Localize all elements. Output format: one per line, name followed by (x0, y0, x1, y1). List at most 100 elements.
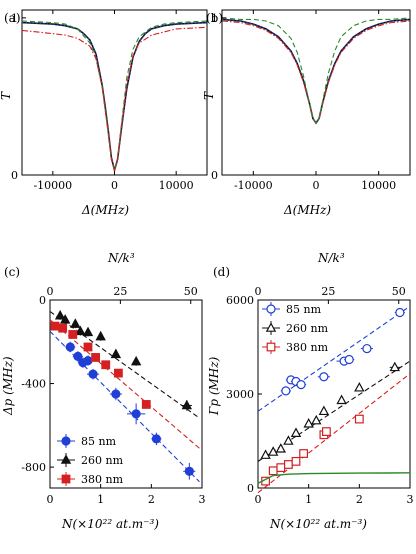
panel-d-ytick-label-0: 0 (247, 482, 254, 495)
panel-d-frame (257, 299, 411, 489)
panel-c-point-0-3 (83, 355, 93, 366)
panel-c-point-0-0 (65, 342, 75, 352)
panel-b-series-3 (221, 17, 411, 125)
panel-b-series-2 (221, 20, 411, 125)
panel-c-legend: 85 nm 260 nm 380 nm (57, 434, 124, 486)
panel-b-ylabel: T (202, 91, 216, 100)
panel-c-x2tick-label-2: 50 (184, 285, 198, 298)
panel-d-x2tick-label-0: 0 (255, 285, 262, 298)
panel-c-xlabel: N(×10²² at.m⁻³) (61, 517, 159, 531)
panel-c-point-0-6 (131, 409, 141, 419)
panel-d-x2label: N/k³ (317, 251, 345, 265)
panel-b-ytick-label-1: 1 (211, 12, 218, 25)
panel-b-xlabel: Δ(MHz) (283, 203, 331, 217)
panel-c: (c) N/k³ Δp (MHz) N(×10²² at.m⁻³) 0 1 2 3 0 2… (1, 251, 206, 531)
panel-d-point-2-4 (291, 456, 301, 466)
panel-d-point-0-6 (344, 354, 354, 365)
panel-c-legend-label-2: 380 nm (81, 473, 124, 486)
panel-c-point-0-1 (73, 351, 83, 361)
panel-c-point-1-1 (59, 314, 71, 324)
panel-c-x2tick-label-0: 0 (47, 285, 54, 298)
panel-c-plot (49, 309, 200, 483)
panel-c-x2label: N/k³ (107, 251, 135, 265)
panel-c-point-1-4 (82, 326, 94, 337)
panel-d-point-1-4 (290, 427, 302, 437)
panel-a-series-0 (21, 21, 208, 174)
panel-c-point-2-5 (101, 360, 111, 370)
panel-c-point-2-4 (91, 353, 101, 362)
panel-c-fit-1 (49, 311, 200, 419)
panel-c-ytick-label-2: -800 (21, 461, 46, 474)
panel-a-series-2 (21, 20, 208, 173)
panel-d-xtick-label-3: 3 (407, 493, 414, 506)
panel-c-x2tick-label-1: 25 (113, 285, 127, 298)
panel-a: (a) T Δ(MHz) -10000 0 10000 0 1 (0, 9, 208, 217)
panel-d-point-2-2 (276, 463, 286, 473)
panel-c-ytick-label-0: 0 (39, 294, 46, 307)
panel-d-point-0-3 (296, 380, 306, 390)
panel-a-xtick-label-1: 0 (111, 179, 118, 192)
panel-d-ytick-label-1: 3000 (226, 388, 254, 401)
panel-d-point-0-7 (362, 343, 372, 354)
panel-b-xtick-label-0: -10000 (234, 179, 273, 192)
panel-c-fit-0 (49, 330, 200, 483)
panel-d-ytick-label-2: 6000 (226, 294, 254, 307)
panel-d-legend-marker-2 (266, 342, 276, 352)
panel-c-label: (c) (4, 265, 20, 279)
panel-d-point-0-8 (395, 307, 405, 318)
panel-c-point-2-0 (50, 321, 60, 331)
panel-d-xtick-label-2: 2 (356, 493, 363, 506)
panel-d-point-1-9 (354, 381, 365, 392)
panel-d-legend-marker-1 (265, 322, 277, 332)
panel-c-ticks: 0 1 2 3 0 25 50 0 -400 -800 (21, 285, 205, 506)
panel-d-ticks: 0 1 2 3 0 25 50 0 3000 6000 (226, 285, 414, 506)
panel-b-series-1 (221, 18, 411, 125)
panel-c-xtick-label-0: 0 (47, 493, 54, 506)
panel-d-xlabel: N(×10²² at.m⁻³) (269, 517, 367, 531)
panel-d-point-2-7 (322, 427, 331, 436)
panel-d-xtick-label-1: 1 (305, 493, 312, 506)
panel-c-point-1-5 (95, 330, 106, 341)
panel-c-point-1-0 (54, 309, 66, 320)
panel-d-point-1-1 (267, 446, 279, 456)
panel-b-ticks: -10000 0 10000 0 1 (211, 10, 396, 192)
panel-d-point-0-4 (319, 372, 329, 382)
panel-c-xtick-label-1: 1 (97, 493, 104, 506)
panel-a-series-3 (21, 26, 208, 173)
panel-d-point-2-8 (354, 414, 364, 424)
panel-c-point-1-2 (70, 318, 81, 328)
panel-d-point-1-2 (275, 443, 287, 453)
panel-d-point-2-5 (299, 449, 308, 458)
panel-c-point-2-6 (113, 368, 123, 378)
panel-c-frame (49, 299, 203, 489)
panel-d-point-1-0 (260, 449, 271, 459)
panel-c-point-1-6 (110, 348, 122, 359)
panel-d-label: (d) (213, 265, 230, 279)
panel-a-xtick-label-0: -10000 (33, 179, 72, 192)
panel-c-fit-2 (49, 319, 200, 449)
panel-b-xtick-label-2: 10000 (361, 179, 396, 192)
panel-d-legend-label-2: 380 nm (286, 341, 329, 354)
panel-d-point-2-1 (268, 466, 278, 476)
panel-d-point-1-6 (311, 414, 322, 425)
panel-c-legend-label-1: 260 nm (81, 454, 124, 467)
panel-c-point-2-1 (58, 323, 68, 333)
panel-a-ytick-label-1: 1 (11, 12, 18, 25)
panel-a-series (21, 20, 208, 174)
panel-d-fit-2 (257, 373, 411, 494)
panel-c-point-1-8 (181, 399, 193, 410)
panel-c-xtick-label-2: 2 (148, 493, 155, 506)
panel-d: (d) N/k³ Γp (MHz) N(×10²² at.m⁻³) 0 1 2 3 0 2… (207, 251, 414, 531)
panel-a-series-1 (21, 22, 208, 173)
panel-a-ytick-label-0: 0 (11, 169, 18, 182)
panel-c-point-2-7 (141, 400, 151, 409)
panel-d-legend-label-1: 260 nm (286, 322, 329, 335)
panel-c-legend-label-0: 85 nm (81, 435, 117, 448)
panel-d-point-1-7 (318, 405, 330, 416)
panel-d-legend: 85 nm 260 nm 380 nm (262, 302, 329, 354)
panel-b-series-0 (221, 18, 411, 125)
panel-b-frame (221, 9, 411, 176)
panel-c-legend-marker-0 (61, 436, 71, 446)
panel-a-ticks: -10000 0 10000 0 1 (11, 10, 194, 192)
